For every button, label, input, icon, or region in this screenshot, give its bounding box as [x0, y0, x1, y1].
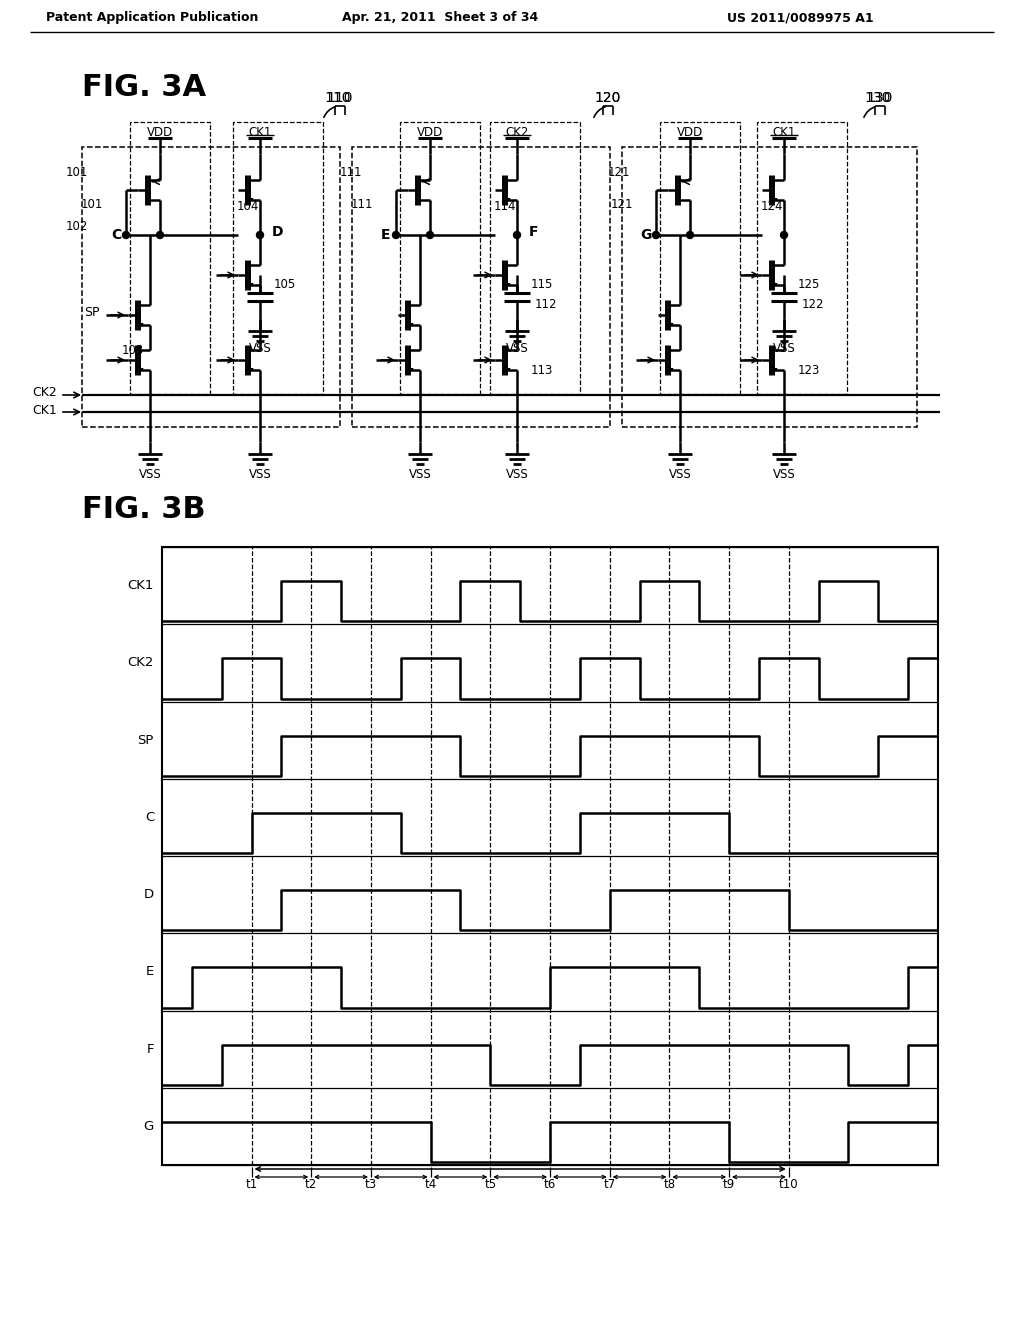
Text: t1: t1 — [246, 1179, 258, 1192]
Text: 110: 110 — [327, 91, 353, 106]
Text: 125: 125 — [798, 279, 820, 292]
Text: VSS: VSS — [669, 467, 691, 480]
Text: 115: 115 — [531, 279, 553, 292]
Text: VDD: VDD — [417, 125, 443, 139]
Text: VSS: VSS — [773, 342, 796, 355]
Text: 113: 113 — [531, 363, 553, 376]
Text: Patent Application Publication: Patent Application Publication — [46, 12, 258, 25]
Text: VSS: VSS — [138, 467, 162, 480]
Text: VSS: VSS — [506, 467, 528, 480]
Text: t9: t9 — [723, 1179, 735, 1192]
Circle shape — [157, 231, 164, 239]
Text: CK2: CK2 — [32, 387, 57, 400]
Bar — [352, 147, 610, 426]
Bar — [490, 121, 580, 393]
Text: 101: 101 — [66, 165, 88, 178]
Text: C: C — [111, 228, 121, 242]
Text: 104: 104 — [237, 201, 259, 214]
Text: t3: t3 — [365, 1179, 377, 1192]
Text: CK1: CK1 — [248, 125, 271, 139]
Text: VSS: VSS — [773, 467, 796, 480]
Bar — [622, 147, 918, 426]
Text: CK1: CK1 — [772, 125, 796, 139]
Text: 122: 122 — [802, 298, 824, 312]
Text: 121: 121 — [610, 198, 633, 211]
Text: 114: 114 — [494, 201, 516, 214]
Bar — [660, 121, 740, 393]
Circle shape — [780, 231, 787, 239]
Text: 130: 130 — [866, 91, 893, 106]
Text: US 2011/0089975 A1: US 2011/0089975 A1 — [727, 12, 873, 25]
Text: G: G — [143, 1119, 154, 1133]
Text: VSS: VSS — [409, 467, 431, 480]
Text: VDD: VDD — [146, 125, 173, 139]
Text: t4: t4 — [425, 1179, 437, 1192]
Text: t2: t2 — [305, 1179, 317, 1192]
Text: 112: 112 — [535, 298, 557, 312]
Circle shape — [686, 231, 693, 239]
Text: F: F — [529, 224, 539, 239]
Text: 120: 120 — [595, 91, 622, 106]
Text: 101: 101 — [81, 198, 103, 211]
Text: 111: 111 — [340, 165, 362, 178]
Text: CK1: CK1 — [32, 404, 57, 417]
Circle shape — [513, 231, 520, 239]
Bar — [82, 147, 340, 426]
Text: t8: t8 — [664, 1179, 676, 1192]
Circle shape — [256, 231, 263, 239]
Text: t5: t5 — [484, 1179, 497, 1192]
Circle shape — [427, 231, 433, 239]
Text: 105: 105 — [274, 279, 296, 292]
Text: VSS: VSS — [249, 467, 271, 480]
Circle shape — [652, 231, 659, 239]
Text: VSS: VSS — [249, 342, 271, 355]
Text: FIG. 3A: FIG. 3A — [82, 74, 206, 103]
Text: VDD: VDD — [677, 125, 703, 139]
Text: t10: t10 — [779, 1179, 799, 1192]
Text: VSS: VSS — [506, 342, 528, 355]
Text: 123: 123 — [798, 363, 820, 376]
Circle shape — [123, 231, 129, 239]
Text: E: E — [145, 965, 154, 978]
Text: 102: 102 — [66, 220, 88, 234]
Text: 124: 124 — [761, 201, 783, 214]
Text: 110: 110 — [325, 91, 351, 106]
Text: t6: t6 — [544, 1179, 556, 1192]
Text: SP: SP — [137, 734, 154, 747]
Bar — [130, 121, 210, 393]
Text: CK2: CK2 — [128, 656, 154, 669]
Text: 121: 121 — [607, 165, 630, 178]
Text: G: G — [640, 228, 651, 242]
Text: C: C — [144, 810, 154, 824]
Text: FIG. 3B: FIG. 3B — [82, 495, 206, 524]
Text: 111: 111 — [350, 198, 373, 211]
Text: 103: 103 — [122, 343, 144, 356]
Text: CK2: CK2 — [505, 125, 528, 139]
Bar — [162, 546, 938, 1166]
Circle shape — [392, 231, 399, 239]
Text: CK1: CK1 — [128, 579, 154, 593]
Text: SP: SP — [85, 305, 100, 318]
Text: F: F — [146, 1043, 154, 1056]
Bar — [757, 121, 847, 393]
Text: Apr. 21, 2011  Sheet 3 of 34: Apr. 21, 2011 Sheet 3 of 34 — [342, 12, 539, 25]
Text: D: D — [144, 888, 154, 902]
Text: E: E — [381, 228, 391, 242]
Text: t7: t7 — [603, 1179, 615, 1192]
Bar — [400, 121, 480, 393]
Bar — [233, 121, 323, 393]
Text: 130: 130 — [865, 91, 891, 106]
Text: 120: 120 — [595, 91, 622, 106]
Text: D: D — [272, 224, 284, 239]
